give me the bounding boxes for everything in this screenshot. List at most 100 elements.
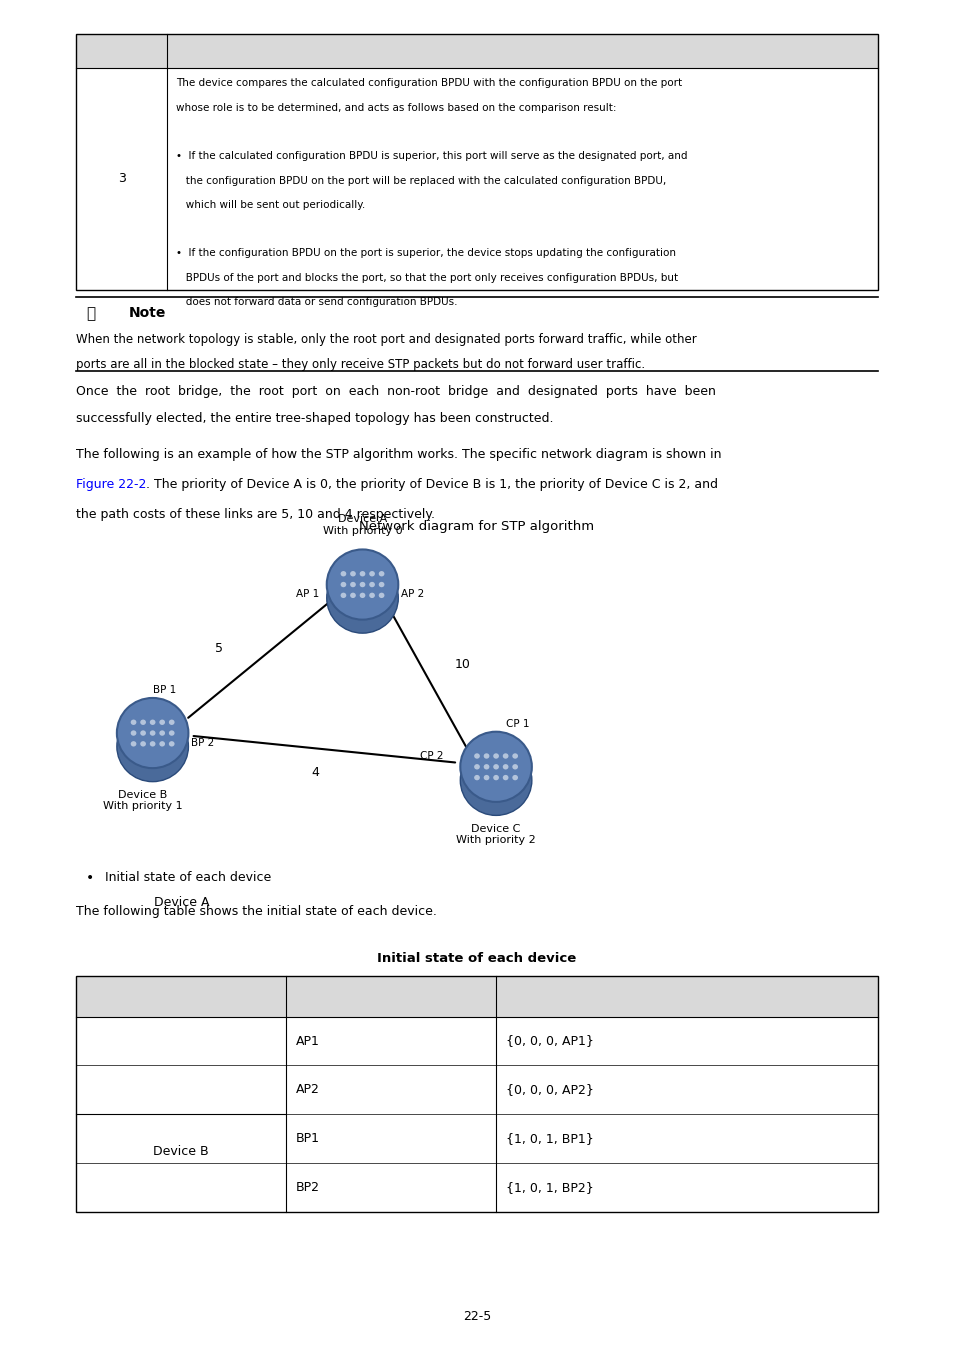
Ellipse shape [474, 753, 479, 759]
Ellipse shape [169, 720, 174, 725]
Text: which will be sent out periodically.: which will be sent out periodically. [176, 200, 365, 209]
Ellipse shape [159, 720, 165, 725]
FancyBboxPatch shape [76, 34, 167, 68]
Text: Initial state of each device: Initial state of each device [105, 871, 271, 884]
Text: Note: Note [129, 306, 166, 320]
Text: 5: 5 [215, 641, 223, 655]
Text: CP 2: CP 2 [419, 751, 443, 761]
Text: 3: 3 [117, 173, 126, 185]
Ellipse shape [326, 549, 398, 620]
Ellipse shape [116, 698, 188, 768]
Text: BP2: BP2 [295, 1181, 319, 1195]
Text: Device A: Device A [153, 896, 209, 910]
Text: Device B
With priority 1: Device B With priority 1 [103, 790, 183, 811]
Text: The device compares the calculated configuration BPDU with the configuration BPD: The device compares the calculated confi… [176, 78, 682, 88]
Text: •: • [86, 871, 94, 884]
Text: BPDUs of the port and blocks the port, so that the port only receives configurat: BPDUs of the port and blocks the port, s… [176, 273, 678, 282]
Ellipse shape [159, 741, 165, 747]
Ellipse shape [350, 593, 355, 598]
Ellipse shape [150, 720, 155, 725]
Text: AP1: AP1 [295, 1034, 319, 1048]
Ellipse shape [169, 730, 174, 736]
Ellipse shape [512, 775, 517, 780]
Ellipse shape [378, 582, 384, 587]
Text: 📝: 📝 [86, 306, 95, 321]
Text: 4: 4 [311, 767, 318, 779]
Text: ports are all in the blocked state – they only receive STP packets but do not fo: ports are all in the blocked state – the… [76, 358, 645, 371]
FancyBboxPatch shape [76, 976, 877, 1017]
Ellipse shape [369, 593, 375, 598]
Ellipse shape [483, 764, 489, 769]
Text: {0, 0, 0, AP2}: {0, 0, 0, AP2} [505, 1084, 593, 1096]
Ellipse shape [460, 745, 532, 815]
Ellipse shape [150, 741, 155, 747]
Ellipse shape [502, 764, 508, 769]
Ellipse shape [169, 741, 174, 747]
Ellipse shape [340, 582, 346, 587]
Text: {1, 0, 1, BP1}: {1, 0, 1, BP1} [505, 1133, 593, 1145]
Ellipse shape [131, 730, 136, 736]
Ellipse shape [340, 571, 346, 576]
Ellipse shape [493, 775, 498, 780]
Text: Device A
With priority 0: Device A With priority 0 [322, 514, 402, 536]
Ellipse shape [140, 720, 146, 725]
Ellipse shape [493, 753, 498, 759]
Ellipse shape [140, 730, 146, 736]
Text: •  If the configuration BPDU on the port is superior, the device stops updating : • If the configuration BPDU on the port … [176, 248, 676, 258]
Text: AP2: AP2 [295, 1084, 319, 1096]
Text: CP 1: CP 1 [505, 720, 529, 729]
Ellipse shape [474, 775, 479, 780]
Ellipse shape [483, 753, 489, 759]
Text: •  If the calculated configuration BPDU is superior, this port will serve as the: • If the calculated configuration BPDU i… [176, 151, 687, 161]
Text: the path costs of these links are 5, 10 and 4 respectively.: the path costs of these links are 5, 10 … [76, 508, 435, 521]
Ellipse shape [159, 730, 165, 736]
Text: AP 1: AP 1 [296, 589, 319, 599]
Text: {0, 0, 0, AP1}: {0, 0, 0, AP1} [505, 1034, 593, 1048]
Text: the configuration BPDU on the port will be replaced with the calculated configur: the configuration BPDU on the port will … [176, 176, 666, 185]
Bar [76, 34, 877, 290]
Ellipse shape [359, 582, 365, 587]
Ellipse shape [460, 732, 532, 802]
FancyBboxPatch shape [76, 34, 877, 68]
Ellipse shape [131, 720, 136, 725]
Text: BP 2: BP 2 [191, 737, 213, 748]
Text: does not forward data or send configuration BPDUs.: does not forward data or send configurat… [176, 297, 457, 306]
Text: BP1: BP1 [295, 1133, 319, 1145]
Ellipse shape [502, 775, 508, 780]
Text: whose role is to be determined, and acts as follows based on the comparison resu: whose role is to be determined, and acts… [176, 103, 617, 112]
Ellipse shape [359, 571, 365, 576]
Ellipse shape [512, 753, 517, 759]
Ellipse shape [493, 764, 498, 769]
Text: Initial state of each device: Initial state of each device [377, 952, 576, 965]
Text: 10: 10 [455, 659, 470, 671]
Text: Network diagram for STP algorithm: Network diagram for STP algorithm [359, 520, 594, 533]
Ellipse shape [502, 753, 508, 759]
Ellipse shape [350, 571, 355, 576]
Ellipse shape [350, 582, 355, 587]
Ellipse shape [131, 741, 136, 747]
Ellipse shape [474, 764, 479, 769]
Text: Device C
With priority 2: Device C With priority 2 [456, 824, 536, 845]
Ellipse shape [340, 593, 346, 598]
Ellipse shape [359, 593, 365, 598]
Ellipse shape [483, 775, 489, 780]
Text: When the network topology is stable, only the root port and designated ports for: When the network topology is stable, onl… [76, 333, 697, 347]
Ellipse shape [378, 571, 384, 576]
Text: The following table shows the initial state of each device.: The following table shows the initial st… [76, 904, 436, 918]
Text: AP 2: AP 2 [400, 589, 423, 599]
Text: successfully elected, the entire tree-shaped topology has been constructed.: successfully elected, the entire tree-sh… [76, 412, 554, 425]
Text: 22-5: 22-5 [462, 1310, 491, 1323]
Text: Once  the  root  bridge,  the  root  port  on  each  non-root  bridge  and  desi: Once the root bridge, the root port on e… [76, 385, 716, 398]
Bar [76, 976, 877, 1212]
Text: {1, 0, 1, BP2}: {1, 0, 1, BP2} [505, 1181, 593, 1195]
Ellipse shape [378, 593, 384, 598]
Ellipse shape [150, 730, 155, 736]
Ellipse shape [140, 741, 146, 747]
Text: Figure 22-2: Figure 22-2 [76, 478, 147, 491]
Ellipse shape [369, 571, 375, 576]
Ellipse shape [512, 764, 517, 769]
Ellipse shape [369, 582, 375, 587]
Text: . The priority of Device A is 0, the priority of Device B is 1, the priority of : . The priority of Device A is 0, the pri… [146, 478, 718, 491]
Ellipse shape [116, 711, 188, 782]
Text: The following is an example of how the STP algorithm works. The specific network: The following is an example of how the S… [76, 448, 721, 462]
